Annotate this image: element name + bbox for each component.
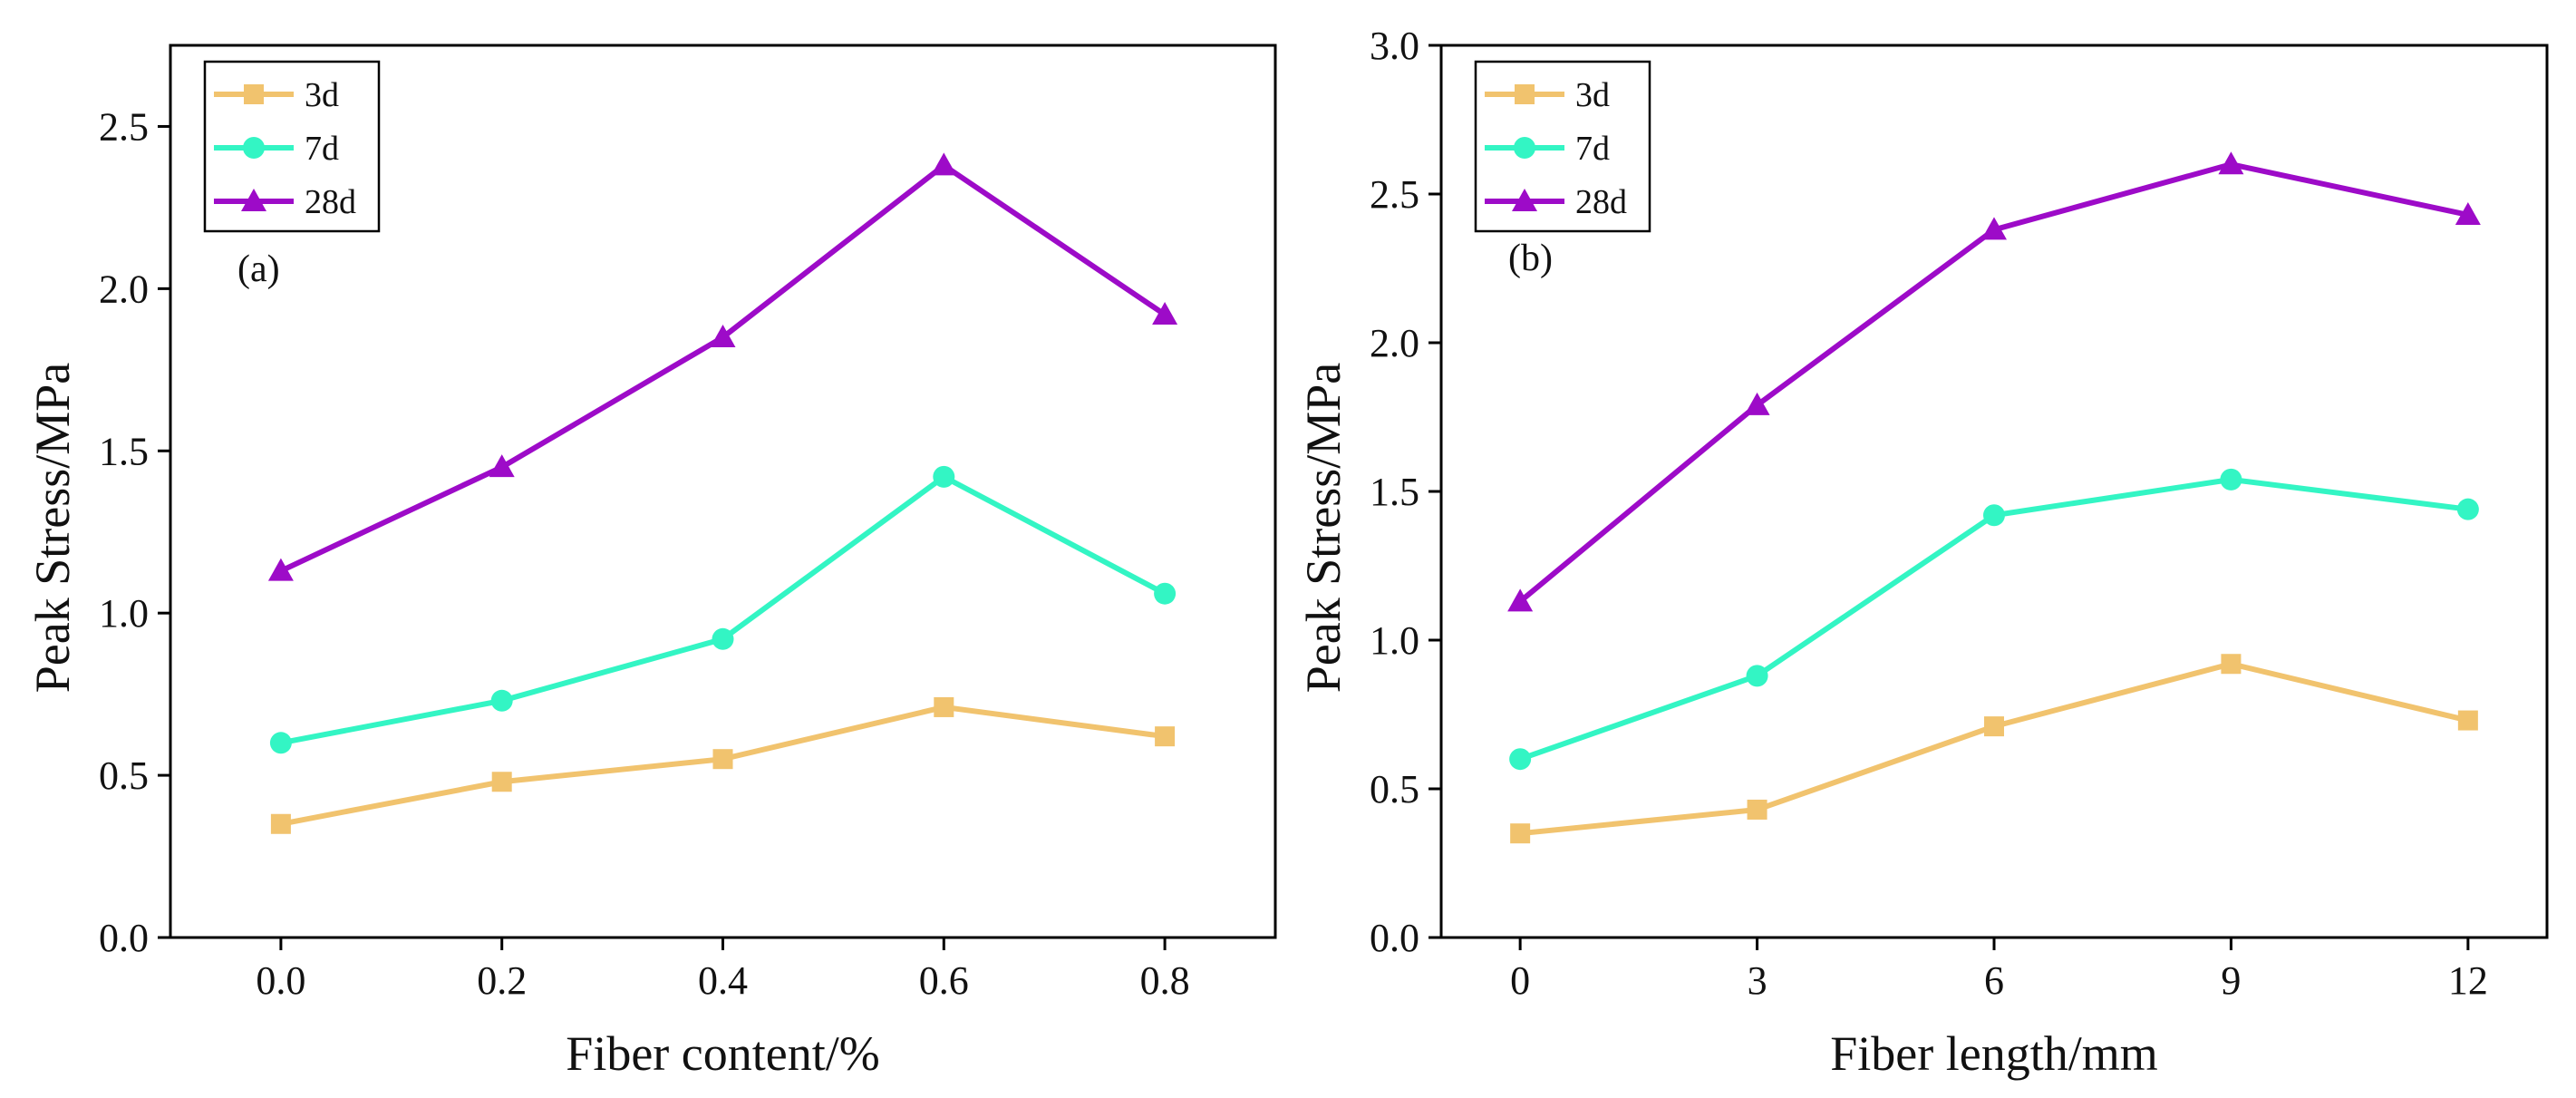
data-point-28d	[2455, 201, 2481, 225]
y-tick-label: 2.0	[99, 267, 149, 311]
x-axis-title: Fiber content/%	[566, 1026, 879, 1081]
x-tick-label: 9	[2221, 958, 2241, 1003]
data-point-3d	[2221, 654, 2242, 675]
series-28d	[267, 152, 1178, 581]
x-tick-label: 0.0	[256, 958, 305, 1003]
x-axis-title: Fiber length/mm	[1830, 1026, 2157, 1081]
data-point-3d	[270, 813, 291, 834]
y-tick-label: 2.5	[1370, 172, 1419, 217]
legend-label: 3d	[1575, 76, 1610, 114]
panel-label: (b)	[1508, 238, 1553, 279]
data-point-3d	[1510, 823, 1531, 844]
series-line-3d	[1519, 661, 2469, 837]
data-point-28d	[489, 454, 515, 478]
y-tick-label: 1.0	[99, 591, 149, 636]
data-point-7d	[712, 627, 734, 650]
y-tick-label: 2.5	[99, 104, 149, 149]
y-tick-label: 1.5	[1370, 470, 1419, 514]
data-point-28d	[1152, 301, 1178, 325]
legend-label: 7d	[1575, 130, 1610, 168]
x-tick-label: 12	[2448, 958, 2488, 1003]
x-tick-label: 0.2	[477, 958, 527, 1003]
y-axis-title: Peak Stress/MPa	[25, 363, 80, 694]
data-point-3d	[934, 696, 954, 717]
x-tick-label: 6	[1984, 958, 2004, 1003]
data-point-3d	[712, 749, 733, 770]
data-point-7d	[1154, 582, 1177, 605]
series-7d	[269, 465, 1177, 754]
data-point-7d	[1509, 748, 1532, 771]
panel-label: (a)	[237, 248, 280, 290]
data-point-28d	[710, 325, 736, 348]
data-point-28d	[1744, 392, 1770, 415]
legend-marker-7d	[243, 137, 265, 159]
legend: 3d 7d 28d	[1474, 60, 1651, 233]
data-point-28d	[1981, 217, 2007, 240]
data-point-7d	[1746, 665, 1768, 687]
data-point-3d	[1155, 726, 1176, 747]
data-point-3d	[1984, 716, 2004, 737]
data-point-7d	[933, 465, 955, 488]
series-7d	[1509, 468, 2479, 771]
chart-panel-b: 0.0 0.5 1.0 1.5 2.0 2.5 3.0 0 3 6 9 12 Fiber length/…	[1296, 24, 2549, 1081]
data-point-28d	[1507, 588, 1534, 612]
x-tick-label: 0.8	[1140, 958, 1190, 1003]
series-3d	[270, 696, 1176, 834]
data-point-7d	[269, 732, 292, 754]
y-tick-label: 0.5	[99, 753, 149, 798]
y-tick-label: 2.0	[1370, 321, 1419, 365]
data-point-7d	[2456, 498, 2479, 520]
data-point-7d	[2220, 468, 2242, 491]
legend-marker-28d	[241, 189, 266, 211]
x-tick-label: 0.6	[919, 958, 969, 1003]
legend-label: 28d	[1575, 183, 1627, 221]
legend-marker-3d	[1515, 84, 1535, 104]
y-tick-label: 1.0	[1370, 618, 1419, 663]
data-point-3d	[2457, 710, 2478, 731]
y-tick-label: 3.0	[1370, 24, 1419, 68]
data-point-7d	[490, 689, 513, 712]
series-28d	[1507, 151, 2481, 612]
y-tick-label: 0.5	[1370, 767, 1419, 811]
data-point-28d	[931, 152, 957, 176]
chart-panel-a: 0.0 0.5 1.0 1.5 2.0 2.5 0.0 0.2 0.4 0.6 0.8 Fiber c…	[25, 44, 1277, 1081]
legend-marker-7d	[1514, 137, 1535, 159]
data-point-3d	[1747, 799, 1767, 820]
legend: 3d 7d 28d	[203, 60, 381, 233]
y-tick-label: 0.0	[1370, 916, 1419, 960]
series-line-28d	[279, 161, 1167, 574]
data-point-28d	[267, 558, 294, 581]
x-tick-label: 0	[1510, 958, 1530, 1003]
series-3d	[1510, 654, 2478, 844]
x-tick-label: 0.4	[698, 958, 748, 1003]
y-axis-title: Peak Stress/MPa	[1296, 363, 1351, 694]
data-point-3d	[491, 772, 512, 792]
legend-marker-3d	[244, 84, 264, 104]
legend-label: 3d	[305, 76, 339, 114]
legend-label: 7d	[305, 130, 339, 168]
legend-label: 28d	[305, 183, 356, 221]
y-tick-label: 1.5	[99, 429, 149, 473]
x-tick-label: 3	[1748, 958, 1767, 1003]
series-line-7d	[280, 473, 1167, 746]
y-tick-label: 0.0	[99, 916, 149, 960]
data-point-7d	[1983, 504, 2005, 527]
legend-marker-28d	[1512, 189, 1537, 211]
data-point-28d	[2218, 151, 2244, 175]
